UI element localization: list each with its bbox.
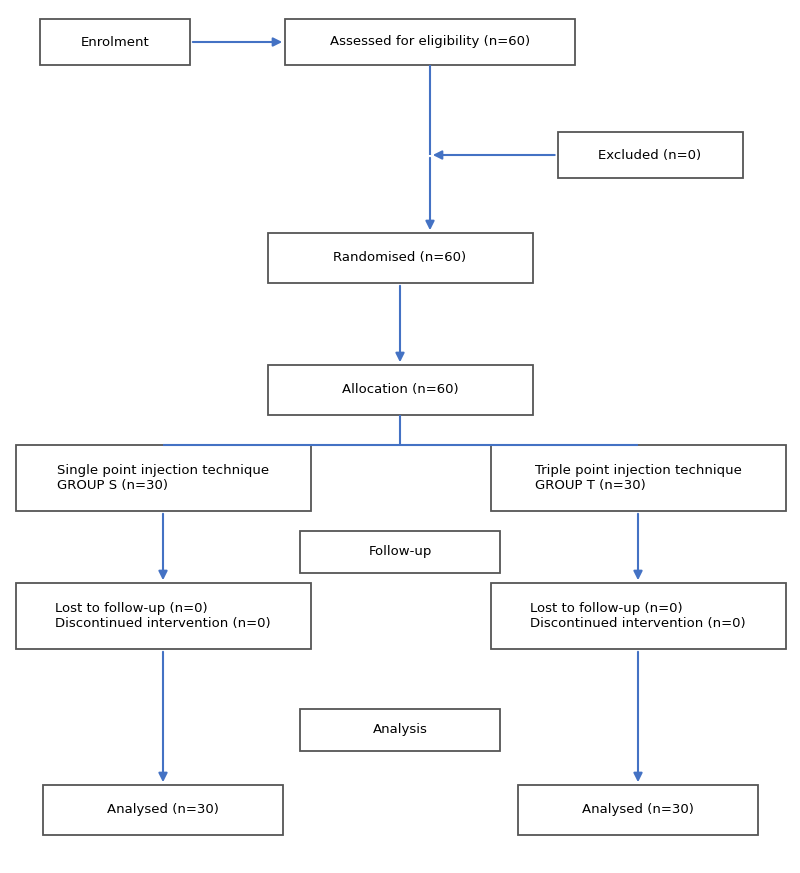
Text: Triple point injection technique
GROUP T (n=30): Triple point injection technique GROUP T… (534, 464, 742, 492)
Text: Randomised (n=60): Randomised (n=60) (334, 251, 466, 265)
FancyBboxPatch shape (558, 132, 742, 178)
FancyBboxPatch shape (490, 445, 786, 511)
FancyBboxPatch shape (267, 233, 533, 283)
Text: Analysed (n=30): Analysed (n=30) (107, 803, 219, 816)
Text: Analysed (n=30): Analysed (n=30) (582, 803, 694, 816)
Text: Excluded (n=0): Excluded (n=0) (598, 148, 702, 162)
Text: Lost to follow-up (n=0)
Discontinued intervention (n=0): Lost to follow-up (n=0) Discontinued int… (55, 602, 271, 630)
FancyBboxPatch shape (300, 531, 500, 573)
FancyBboxPatch shape (300, 709, 500, 751)
FancyBboxPatch shape (43, 785, 283, 835)
FancyBboxPatch shape (285, 19, 575, 65)
FancyBboxPatch shape (40, 19, 190, 65)
FancyBboxPatch shape (490, 583, 786, 649)
FancyBboxPatch shape (267, 365, 533, 415)
Text: Analysis: Analysis (373, 724, 427, 737)
FancyBboxPatch shape (15, 445, 310, 511)
Text: Allocation (n=60): Allocation (n=60) (342, 383, 458, 396)
FancyBboxPatch shape (15, 583, 310, 649)
Text: Lost to follow-up (n=0)
Discontinued intervention (n=0): Lost to follow-up (n=0) Discontinued int… (530, 602, 746, 630)
Text: Follow-up: Follow-up (368, 546, 432, 559)
Text: Enrolment: Enrolment (81, 36, 150, 49)
FancyBboxPatch shape (518, 785, 758, 835)
Text: Assessed for eligibility (n=60): Assessed for eligibility (n=60) (330, 36, 530, 49)
Text: Single point injection technique
GROUP S (n=30): Single point injection technique GROUP S… (57, 464, 269, 492)
